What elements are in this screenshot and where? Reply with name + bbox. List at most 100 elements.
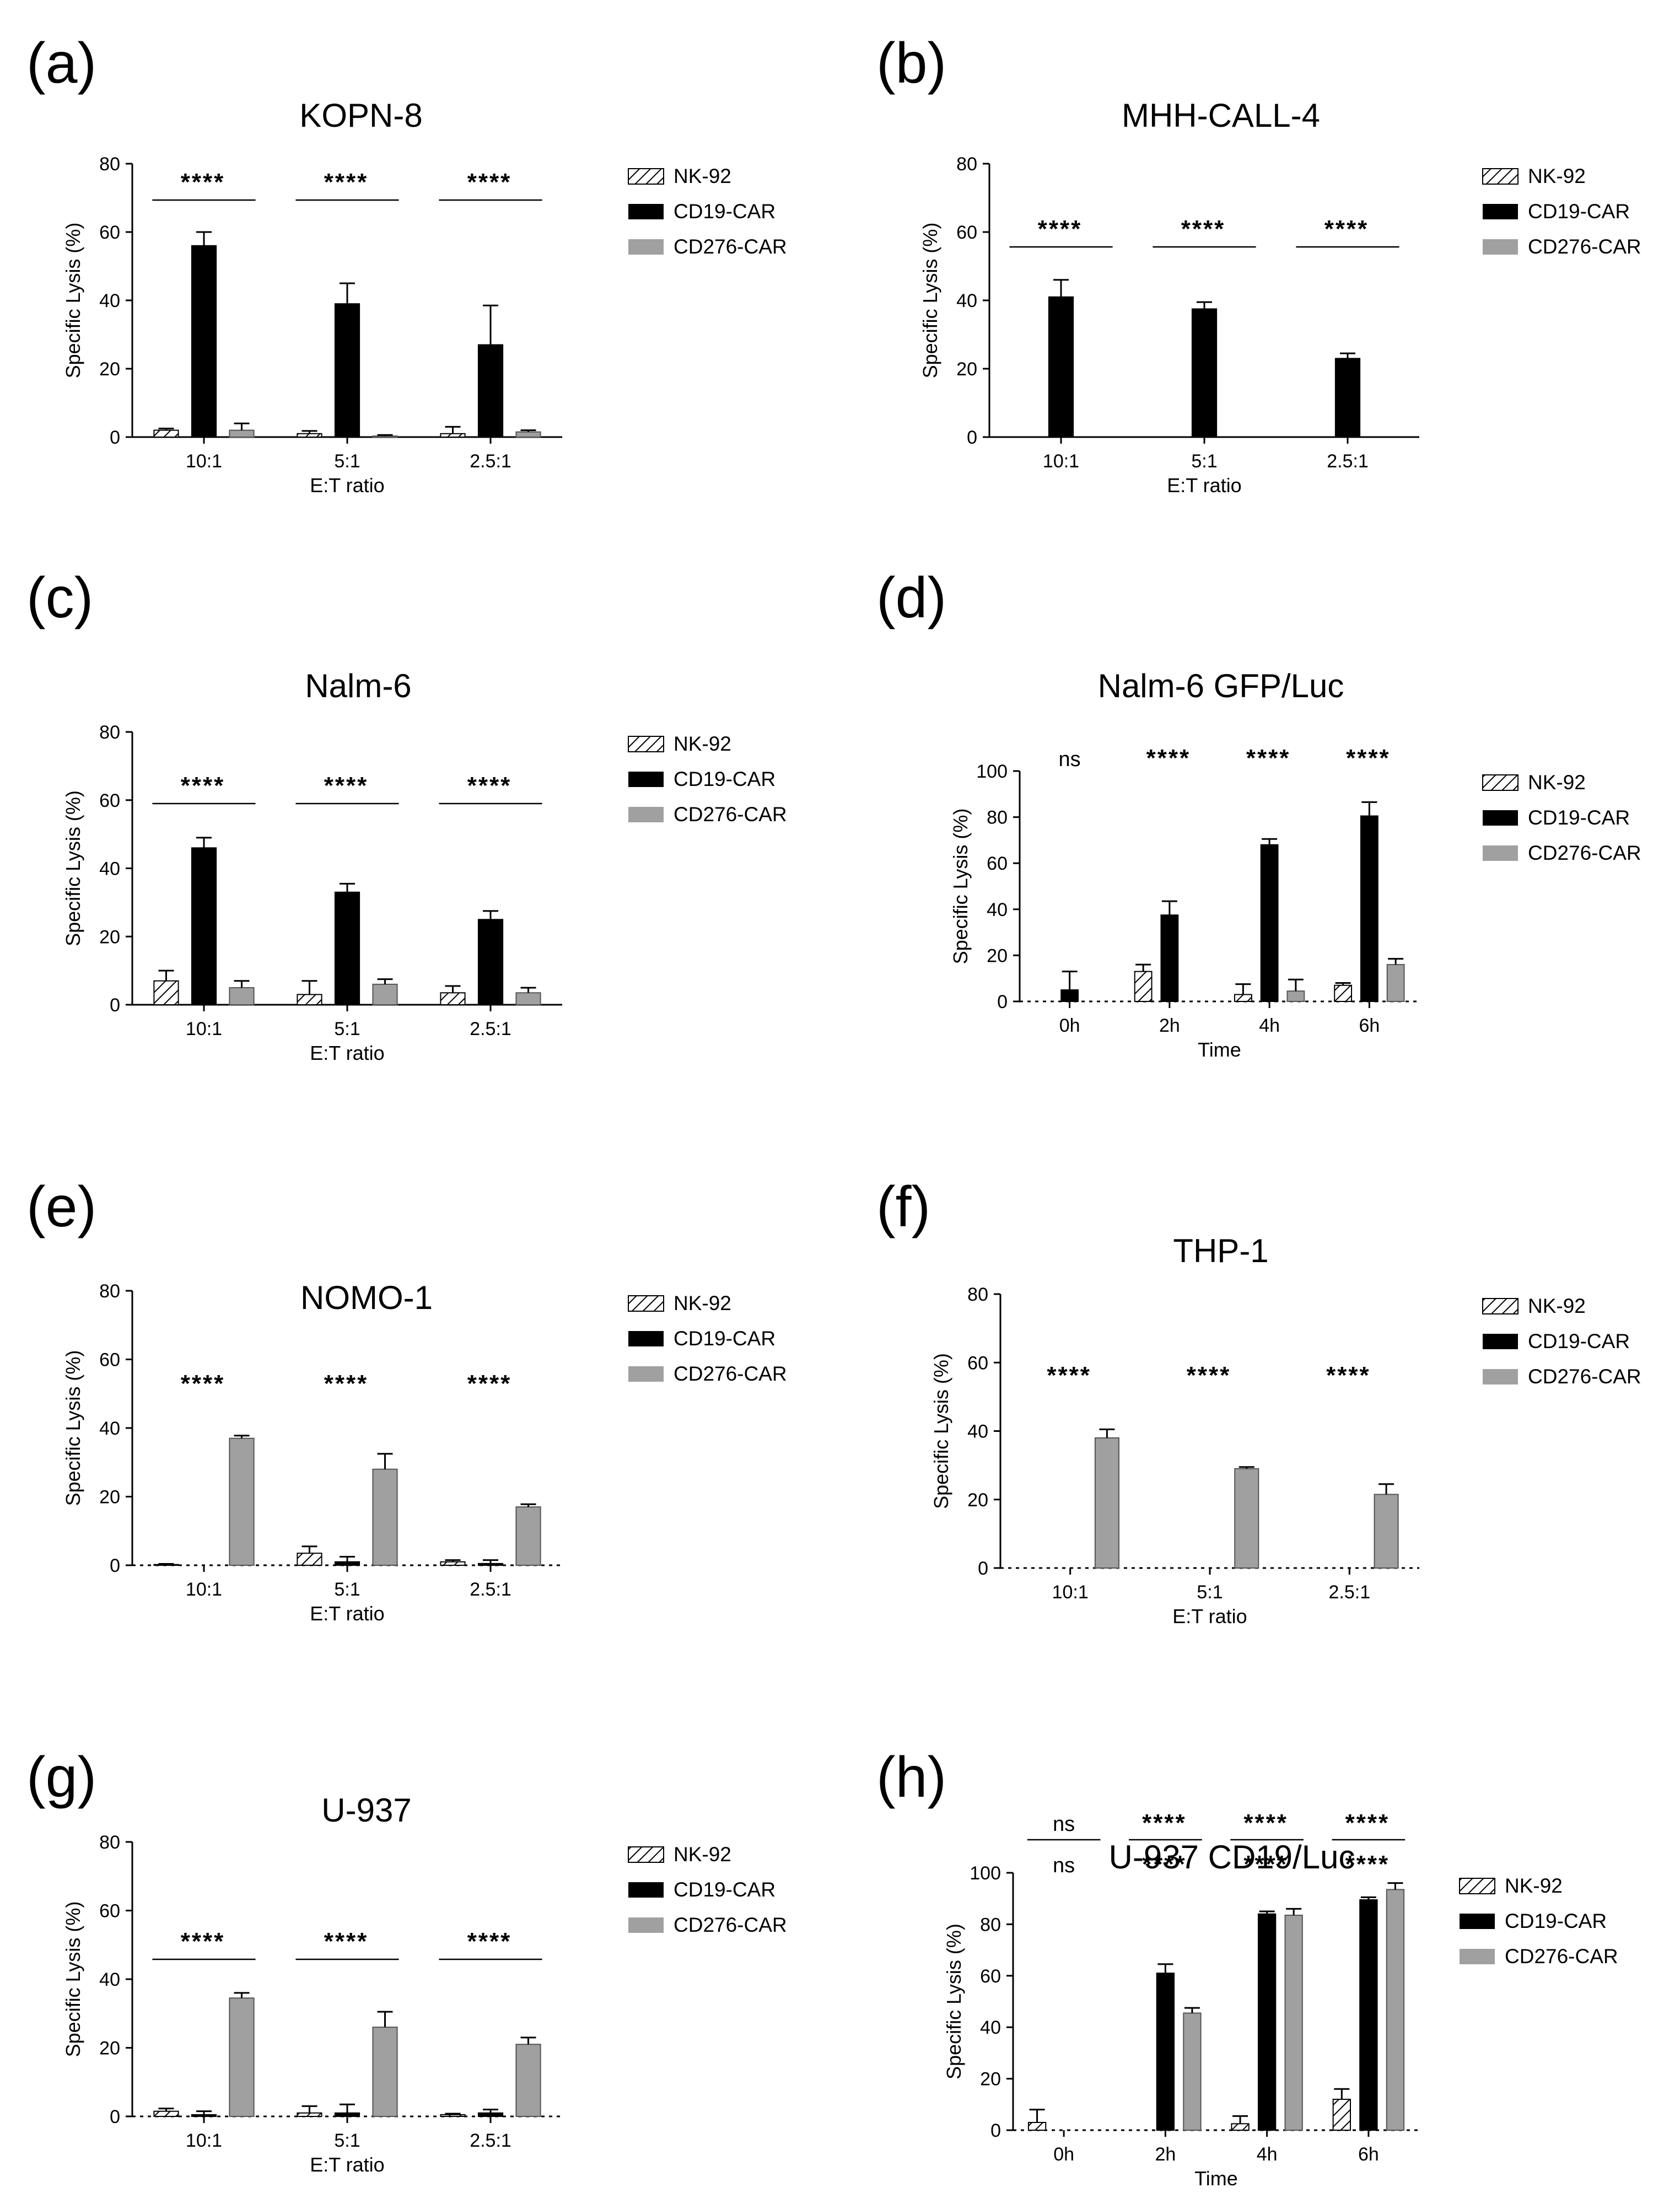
x-tick-label: 5:1 (334, 2130, 360, 2151)
chart-title: NOMO-1 (300, 1279, 433, 1316)
significance-label: **** (1142, 1809, 1187, 1836)
significance-label: ns (1053, 1854, 1075, 1877)
legend-swatch-nk92 (628, 1846, 664, 1863)
y-tick-label: 60 (99, 1901, 120, 1922)
bar-nk92 (297, 433, 322, 438)
legend-swatch-cd19 (628, 1331, 664, 1346)
y-tick-label: 0 (978, 1558, 988, 1579)
bar-cd19 (1257, 1913, 1277, 2131)
bar-cd276 (372, 983, 398, 1005)
y-tick-label: 0 (997, 992, 1008, 1012)
panel-letter: (f) (876, 1175, 930, 1239)
legend-label-nk92: NK-92 (674, 1292, 731, 1314)
bar-cd19 (1060, 989, 1079, 1002)
x-tick-label: 5:1 (334, 1019, 360, 1039)
x-tick-label: 4h (1257, 2144, 1278, 2165)
chart-panel-5: (e) NOMO-1 0 20 40 60 80 Specific Lysis (%) 10:1… (26, 1175, 787, 1625)
bar-cd276 (1286, 990, 1305, 1002)
legend-label-cd276: CD276-CAR (674, 235, 787, 258)
y-tick-label: 0 (110, 427, 120, 448)
legend-label-cd19: CD19-CAR (674, 1327, 776, 1350)
x-tick-label: 2h (1155, 2144, 1176, 2165)
x-tick-label: 10:1 (186, 1579, 222, 1600)
legend-label-cd276: CD276-CAR (1528, 842, 1641, 864)
chart-panel-2: (b) MHH-CALL-4 0 20 40 60 80 Specific Lysis (%)… (876, 31, 1641, 497)
legend-label-cd276: CD276-CAR (674, 1362, 787, 1385)
panel-letter: (c) (26, 566, 93, 630)
legend-swatch-cd19 (1460, 1914, 1495, 1929)
y-tick-label: 80 (99, 1281, 120, 1302)
significance-label: **** (467, 1370, 512, 1397)
y-tick-label: 80 (987, 807, 1008, 828)
significance-label: **** (324, 772, 369, 799)
legend-swatch-cd276 (628, 807, 664, 822)
x-tick-label: 10:1 (1052, 1582, 1089, 1603)
bar-nk92 (1334, 984, 1353, 1002)
x-tick-label: 2.5:1 (470, 1579, 511, 1600)
bar-cd19 (334, 303, 360, 438)
x-axis-label: E:T ratio (1167, 474, 1241, 497)
significance-label: **** (181, 1928, 225, 1955)
legend-label-cd19: CD19-CAR (674, 200, 776, 223)
bar-cd19 (477, 2112, 504, 2117)
legend-swatch-cd276 (1483, 845, 1518, 861)
bar-cd276 (515, 1506, 541, 1566)
x-tick-label: 2.5:1 (1329, 1582, 1371, 1603)
bar-cd276 (229, 987, 255, 1005)
y-tick-label: 0 (967, 427, 977, 448)
x-tick-label: 6h (1359, 1015, 1380, 1036)
legend: NK-92 CD19-CAR CD276-CAR (628, 732, 787, 826)
bar-cd19 (1360, 815, 1379, 1002)
legend-label-nk92: NK-92 (1528, 771, 1586, 794)
significance-label: ns (1053, 1813, 1075, 1836)
bar-cd276 (515, 431, 541, 438)
bar-nk92 (440, 433, 466, 438)
panel-letter: (e) (26, 1175, 96, 1239)
x-tick-label: 10:1 (186, 451, 222, 472)
bar-cd19 (477, 344, 504, 438)
y-tick-label: 20 (967, 1490, 988, 1511)
y-tick-label: 80 (967, 1284, 988, 1305)
significance-label: **** (467, 1928, 512, 1955)
panel-letter: (h) (876, 1745, 946, 1809)
legend-swatch-cd19 (628, 772, 664, 787)
bar-nk92 (1231, 2123, 1250, 2131)
significance-label: **** (324, 1928, 369, 1955)
x-tick-label: 10:1 (186, 2130, 222, 2151)
y-tick-label: 60 (967, 1353, 988, 1373)
y-tick-label: 20 (956, 359, 977, 380)
significance-label: **** (181, 1370, 225, 1397)
y-tick-label: 60 (99, 790, 120, 811)
y-tick-label: 80 (99, 722, 120, 743)
significance-label: **** (1346, 745, 1391, 772)
bar-cd19 (477, 1563, 504, 1566)
x-tick-label: 2.5:1 (1327, 451, 1369, 472)
chart-panel-4: (d) Nalm-6 GFP/Luc 0 20 40 60 80 100 Specific Ly… (876, 566, 1641, 1061)
x-axis-label: E:T ratio (310, 2153, 384, 2176)
bar-cd19 (191, 2114, 217, 2117)
legend-swatch-nk92 (628, 168, 664, 185)
y-tick-label: 0 (110, 1555, 120, 1576)
legend-label-cd19: CD19-CAR (1505, 1910, 1607, 1932)
y-tick-label: 40 (99, 1418, 120, 1439)
x-tick-label: 5:1 (1191, 451, 1217, 472)
x-tick-label: 6h (1358, 2144, 1379, 2165)
bar-cd19 (1334, 358, 1361, 438)
legend: NK-92 CD19-CAR CD276-CAR (1459, 1874, 1618, 1968)
chart-title: U-937 (321, 1792, 411, 1829)
legend-label-nk92: NK-92 (674, 732, 731, 755)
legend-swatch-cd276 (628, 239, 664, 255)
y-tick-label: 0 (110, 995, 120, 1016)
bar-cd19 (1160, 914, 1179, 1002)
bar-nk92 (297, 994, 322, 1005)
bar-cd276 (1284, 1915, 1303, 2131)
x-tick-label: 5:1 (334, 451, 360, 472)
bar-cd19 (1156, 1973, 1175, 2131)
legend-swatch-nk92 (1459, 1878, 1495, 1894)
legend-label-cd276: CD276-CAR (674, 1914, 787, 1936)
bar-cd19 (334, 2112, 360, 2117)
chart-panel-6: (f) THP-1 0 20 40 60 80 Specific Lysis (%) 10:1 5… (876, 1175, 1641, 1628)
bar-nk92 (297, 2112, 322, 2117)
